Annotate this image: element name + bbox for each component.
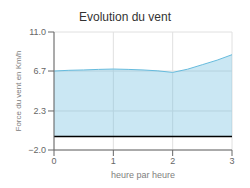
- svg-text:2: 2: [170, 156, 175, 166]
- svg-text:heure par heure: heure par heure: [111, 170, 175, 180]
- svg-text:11.0: 11.0: [29, 27, 46, 37]
- svg-text:2.3: 2.3: [33, 106, 46, 116]
- svg-text:1: 1: [111, 156, 116, 166]
- svg-text:3: 3: [229, 156, 234, 166]
- svg-text:Force du vent en Km/h: Force du vent en Km/h: [14, 51, 23, 132]
- svg-text:6.7: 6.7: [33, 66, 46, 76]
- html-text:Evolution du vent: Evolution du vent: [79, 10, 171, 24]
- svg-text:0: 0: [51, 156, 56, 166]
- svg-text:−2.0: −2.0: [28, 145, 46, 155]
